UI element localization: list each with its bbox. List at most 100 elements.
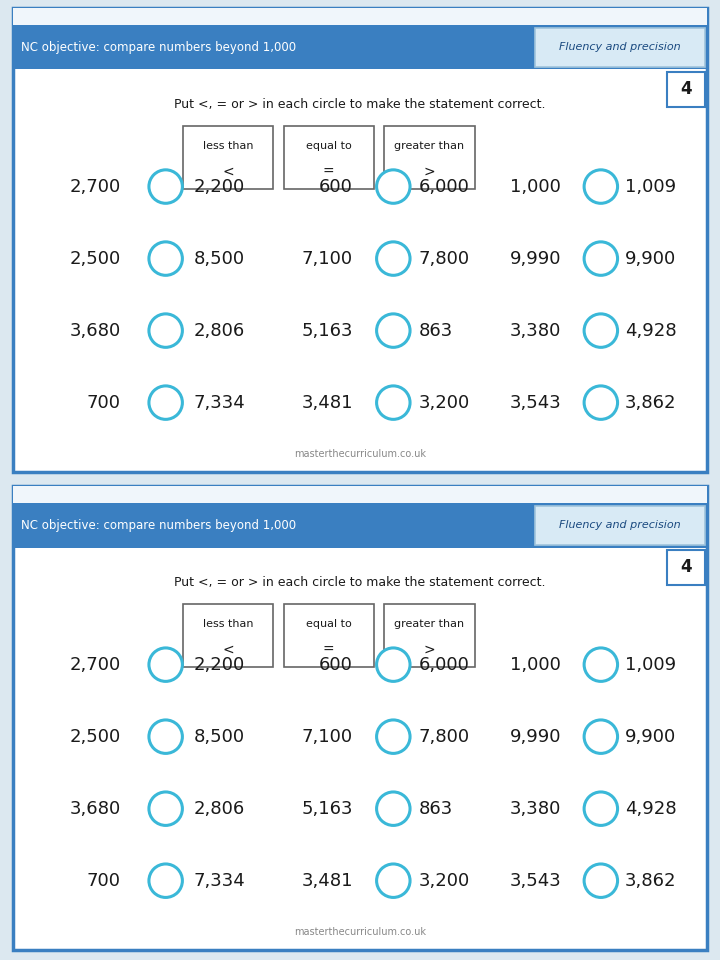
Text: 8,500: 8,500 bbox=[194, 728, 245, 746]
Ellipse shape bbox=[149, 386, 182, 420]
Text: 700: 700 bbox=[86, 394, 120, 412]
Ellipse shape bbox=[377, 864, 410, 898]
FancyBboxPatch shape bbox=[667, 550, 705, 585]
FancyBboxPatch shape bbox=[384, 127, 474, 189]
Text: 9,900: 9,900 bbox=[625, 728, 676, 746]
Text: 7,100: 7,100 bbox=[302, 728, 353, 746]
Text: 4,928: 4,928 bbox=[625, 800, 677, 818]
Text: 3,862: 3,862 bbox=[625, 394, 677, 412]
Text: 5,163: 5,163 bbox=[302, 800, 353, 818]
Text: 3,380: 3,380 bbox=[510, 322, 562, 340]
Text: equal to: equal to bbox=[306, 141, 351, 151]
Text: >: > bbox=[423, 165, 435, 179]
Text: 600: 600 bbox=[319, 178, 353, 196]
Text: 2,200: 2,200 bbox=[194, 656, 245, 674]
Text: 3,200: 3,200 bbox=[419, 394, 470, 412]
Text: 4,928: 4,928 bbox=[625, 322, 677, 340]
Text: 2,806: 2,806 bbox=[194, 322, 245, 340]
Text: 3,481: 3,481 bbox=[302, 872, 353, 890]
Ellipse shape bbox=[377, 386, 410, 420]
Text: Put <, = or > in each circle to make the statement correct.: Put <, = or > in each circle to make the… bbox=[174, 576, 546, 588]
Text: 1,000: 1,000 bbox=[510, 178, 562, 196]
Text: 3,543: 3,543 bbox=[510, 394, 562, 412]
Text: 7,800: 7,800 bbox=[419, 728, 470, 746]
Text: Fluency and precision: Fluency and precision bbox=[559, 520, 680, 531]
Text: 4: 4 bbox=[680, 559, 692, 576]
Text: Put <, = or > in each circle to make the statement correct.: Put <, = or > in each circle to make the… bbox=[174, 98, 546, 110]
Text: 6,000: 6,000 bbox=[419, 656, 470, 674]
Ellipse shape bbox=[584, 648, 618, 682]
Text: 2,700: 2,700 bbox=[69, 656, 120, 674]
FancyBboxPatch shape bbox=[535, 506, 705, 544]
Text: 3,862: 3,862 bbox=[625, 872, 677, 890]
Text: 9,900: 9,900 bbox=[625, 250, 676, 268]
Ellipse shape bbox=[149, 648, 182, 682]
Text: NC objective: compare numbers beyond 1,000: NC objective: compare numbers beyond 1,0… bbox=[22, 519, 297, 532]
Text: masterthecurriculum.co.uk: masterthecurriculum.co.uk bbox=[294, 448, 426, 459]
FancyBboxPatch shape bbox=[384, 605, 474, 667]
Text: 2,700: 2,700 bbox=[69, 178, 120, 196]
Text: <: < bbox=[222, 165, 234, 179]
FancyBboxPatch shape bbox=[13, 503, 707, 547]
FancyBboxPatch shape bbox=[13, 8, 707, 472]
FancyBboxPatch shape bbox=[535, 28, 705, 66]
FancyBboxPatch shape bbox=[284, 605, 374, 667]
Text: 7,334: 7,334 bbox=[194, 394, 246, 412]
Text: greater than: greater than bbox=[395, 141, 464, 151]
Text: masterthecurriculum.co.uk: masterthecurriculum.co.uk bbox=[294, 926, 426, 937]
Text: 2,200: 2,200 bbox=[194, 178, 245, 196]
Text: 700: 700 bbox=[86, 872, 120, 890]
Text: 9,990: 9,990 bbox=[510, 728, 562, 746]
Text: 1,009: 1,009 bbox=[625, 178, 676, 196]
Ellipse shape bbox=[584, 386, 618, 420]
Text: 2,806: 2,806 bbox=[194, 800, 245, 818]
Text: 3,680: 3,680 bbox=[69, 800, 120, 818]
FancyBboxPatch shape bbox=[13, 486, 707, 950]
Text: less than: less than bbox=[203, 141, 253, 151]
Text: 7,100: 7,100 bbox=[302, 250, 353, 268]
Text: 2,500: 2,500 bbox=[69, 250, 120, 268]
Text: 5,163: 5,163 bbox=[302, 322, 353, 340]
Ellipse shape bbox=[584, 242, 618, 276]
Ellipse shape bbox=[584, 720, 618, 754]
Text: 6,000: 6,000 bbox=[419, 178, 470, 196]
Text: <: < bbox=[222, 643, 234, 657]
Ellipse shape bbox=[584, 864, 618, 898]
Text: 3,200: 3,200 bbox=[419, 872, 470, 890]
Text: 3,543: 3,543 bbox=[510, 872, 562, 890]
Text: =: = bbox=[323, 643, 335, 657]
Text: 3,380: 3,380 bbox=[510, 800, 562, 818]
Ellipse shape bbox=[149, 314, 182, 348]
Text: =: = bbox=[323, 165, 335, 179]
Ellipse shape bbox=[584, 314, 618, 348]
Ellipse shape bbox=[377, 314, 410, 348]
Text: 9,990: 9,990 bbox=[510, 250, 562, 268]
Text: 7,800: 7,800 bbox=[419, 250, 470, 268]
Ellipse shape bbox=[584, 170, 618, 204]
Ellipse shape bbox=[377, 720, 410, 754]
Ellipse shape bbox=[149, 170, 182, 204]
Text: 3,680: 3,680 bbox=[69, 322, 120, 340]
Ellipse shape bbox=[377, 170, 410, 204]
Text: greater than: greater than bbox=[395, 619, 464, 629]
Text: 863: 863 bbox=[419, 322, 454, 340]
Text: 863: 863 bbox=[419, 800, 454, 818]
FancyBboxPatch shape bbox=[284, 127, 374, 189]
Text: 2,500: 2,500 bbox=[69, 728, 120, 746]
Text: >: > bbox=[423, 643, 435, 657]
FancyBboxPatch shape bbox=[183, 127, 273, 189]
Text: NC objective: compare numbers beyond 1,000: NC objective: compare numbers beyond 1,0… bbox=[22, 41, 297, 54]
Text: Fluency and precision: Fluency and precision bbox=[559, 42, 680, 53]
Text: 8,500: 8,500 bbox=[194, 250, 245, 268]
Ellipse shape bbox=[149, 864, 182, 898]
Ellipse shape bbox=[149, 792, 182, 826]
FancyBboxPatch shape bbox=[13, 486, 707, 503]
Ellipse shape bbox=[149, 242, 182, 276]
Ellipse shape bbox=[584, 792, 618, 826]
FancyBboxPatch shape bbox=[13, 8, 707, 25]
Text: 1,000: 1,000 bbox=[510, 656, 562, 674]
Text: less than: less than bbox=[203, 619, 253, 629]
Text: 4: 4 bbox=[680, 81, 692, 98]
Text: 600: 600 bbox=[319, 656, 353, 674]
Text: 3,481: 3,481 bbox=[302, 394, 353, 412]
